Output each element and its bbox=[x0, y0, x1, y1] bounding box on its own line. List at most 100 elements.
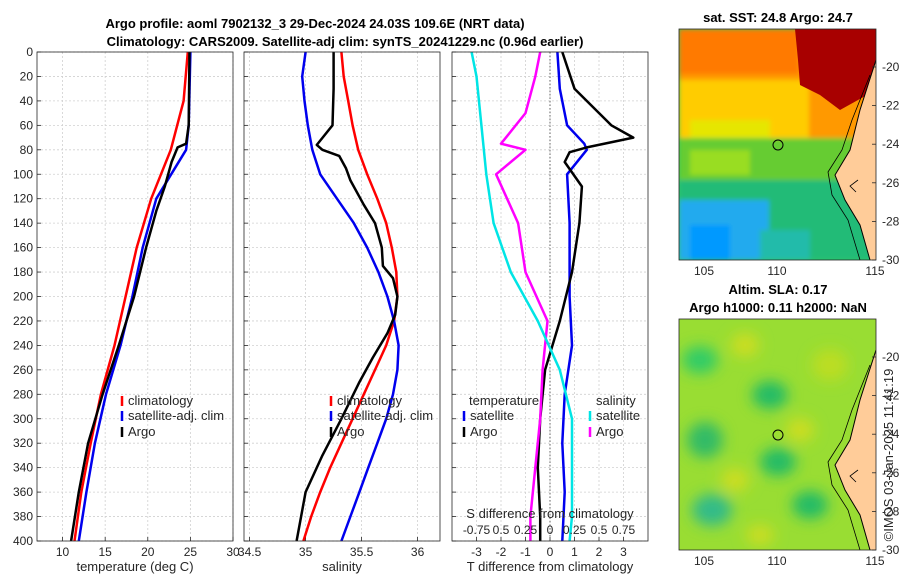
legend-s-satellite-label: satellite bbox=[596, 408, 640, 423]
legend-satellite-label: satellite-adj. clim bbox=[128, 408, 224, 423]
x-tick-label: 0 bbox=[547, 545, 554, 559]
title-line-1: Argo profile: aoml 7902132_3 29-Dec-2024… bbox=[105, 16, 524, 31]
map-lon-label: 115 bbox=[865, 554, 884, 568]
depth-tick-label: 0 bbox=[26, 45, 33, 59]
map-lat-label: -20 bbox=[882, 350, 900, 364]
legend-argo-label: Argo bbox=[128, 424, 155, 439]
legend-t-argo-label: Argo bbox=[470, 424, 497, 439]
difference-lines bbox=[470, 52, 635, 541]
map-lat-label: -22 bbox=[882, 99, 900, 113]
depth-tick-label: 80 bbox=[20, 143, 34, 157]
temperature-x-ticks: 10 15 20 25 30 bbox=[56, 545, 240, 559]
s-difference-label: S difference from climatology bbox=[466, 506, 634, 521]
title-line-2: Climatology: CARS2009. Satellite-adj cli… bbox=[107, 34, 584, 49]
s-tick-label: 0.5 bbox=[493, 523, 510, 537]
temperature-panel: 0 20 40 60 80 100 120 140 160 180 200 220 240 260 280 3… bbox=[13, 45, 240, 574]
difference-axes-box bbox=[451, 51, 649, 542]
sla-map: Altim. SLA: 0.17 Argo h1000: 0.11 h2000:… bbox=[678, 282, 900, 568]
temperature-grid bbox=[37, 51, 234, 542]
x-tick-label: -1 bbox=[520, 545, 531, 559]
difference-legend: temperature satellite Argo salinity sate… bbox=[462, 393, 640, 439]
map-lon-label: 105 bbox=[694, 554, 714, 568]
x-tick-label: 20 bbox=[141, 545, 155, 559]
x-tick-label: -2 bbox=[496, 545, 507, 559]
series-s-argo-clim bbox=[494, 52, 549, 541]
depth-tick-label: 320 bbox=[13, 436, 33, 450]
map-lon-label: 105 bbox=[694, 264, 714, 278]
depth-tick-label: 340 bbox=[13, 461, 33, 475]
legend-temperature-heading: temperature bbox=[469, 393, 539, 408]
map-lon-label: 110 bbox=[767, 554, 786, 568]
temperature-axes-box bbox=[36, 51, 234, 542]
x-tick-label: 2 bbox=[596, 545, 603, 559]
sst-map-title: sat. SST: 24.8 Argo: 24.7 bbox=[703, 10, 853, 25]
legend-t-satellite-label: satellite bbox=[470, 408, 514, 423]
salinity-grid bbox=[244, 51, 440, 542]
depth-tick-label: 140 bbox=[13, 216, 33, 230]
series-satellite-adj-clim bbox=[300, 52, 400, 541]
sst-map-ticks: -20 -22 -24 -26 -28 -30 105 110 115 bbox=[694, 60, 900, 278]
s-tick-label: 0 bbox=[547, 523, 554, 537]
depth-tick-label: 300 bbox=[13, 412, 33, 426]
depth-tick-label: 380 bbox=[13, 510, 33, 524]
temperature-lines bbox=[69, 52, 192, 541]
s-difference-ticks: -0.75 0.5 0.25 0 0.25 0.5 0.75 bbox=[463, 523, 636, 537]
x-tick-label: 25 bbox=[184, 545, 198, 559]
x-tick-label: 15 bbox=[98, 545, 112, 559]
x-tick-label: 34.5 bbox=[238, 545, 262, 559]
depth-tick-label: 220 bbox=[13, 314, 33, 328]
x-tick-label: -3 bbox=[471, 545, 482, 559]
difference-panel: -3 -2 -1 0 1 2 3 T difference from climatology… bbox=[451, 51, 649, 574]
depth-tick-label: 400 bbox=[13, 534, 33, 548]
legend-argo-label: Argo bbox=[337, 424, 364, 439]
legend-climatology-label: climatology bbox=[128, 393, 194, 408]
salinity-axes-box bbox=[243, 51, 441, 542]
sst-map: sat. SST: 24.8 Argo: 24.7 -20- bbox=[678, 10, 900, 278]
map-lat-label: -20 bbox=[882, 60, 900, 74]
map-lat-label: -24 bbox=[882, 137, 900, 151]
legend-salinity-heading: salinity bbox=[596, 393, 636, 408]
salinity-x-ticks: 34.5 35 35.5 36 bbox=[238, 545, 425, 559]
map-lat-label: -30 bbox=[882, 543, 900, 557]
x-tick-label: 35.5 bbox=[350, 545, 374, 559]
x-tick-label: 35 bbox=[299, 545, 313, 559]
map-lat-label: -26 bbox=[882, 466, 900, 480]
s-tick-label: -0.75 bbox=[463, 523, 491, 537]
argo-location-marker bbox=[772, 429, 784, 441]
sla-map-title-1: Altim. SLA: 0.17 bbox=[729, 282, 828, 297]
depth-tick-label: 260 bbox=[13, 363, 33, 377]
depth-tick-label: 280 bbox=[13, 387, 33, 401]
map-lon-label: 115 bbox=[865, 264, 884, 278]
x-tick-label: 3 bbox=[620, 545, 627, 559]
salinity-panel: 34.5 35 35.5 36 salinity climatology satell… bbox=[238, 51, 441, 574]
sla-map-ticks: -20 -22 -24 -26 -28 -30 105 110 115 bbox=[694, 350, 900, 568]
difference-xlabel: T difference from climatology bbox=[467, 559, 634, 574]
legend-s-argo-label: Argo bbox=[596, 424, 623, 439]
series-argo bbox=[69, 52, 191, 541]
depth-tick-label: 20 bbox=[20, 69, 34, 83]
x-tick-label: 36 bbox=[411, 545, 425, 559]
legend-climatology-label: climatology bbox=[337, 393, 403, 408]
difference-x-ticks: -3 -2 -1 0 1 2 3 bbox=[471, 545, 627, 559]
map-lat-label: -24 bbox=[882, 427, 900, 441]
temperature-xlabel: temperature (deg C) bbox=[76, 559, 193, 574]
map-lon-label: 110 bbox=[767, 264, 786, 278]
depth-tick-label: 360 bbox=[13, 485, 33, 499]
depth-tick-label: 200 bbox=[13, 290, 33, 304]
salinity-legend: climatology satellite-adj. clim Argo bbox=[329, 393, 433, 439]
depth-tick-label: 160 bbox=[13, 241, 33, 255]
depth-tick-label: 240 bbox=[13, 338, 33, 352]
salinity-lines bbox=[295, 52, 400, 541]
salinity-xlabel: salinity bbox=[322, 559, 362, 574]
series-t-satellite-clim bbox=[556, 52, 589, 541]
depth-tick-label: 100 bbox=[13, 167, 33, 181]
x-tick-label: 10 bbox=[56, 545, 70, 559]
map-lat-label: -30 bbox=[882, 253, 900, 267]
map-lat-label: -22 bbox=[882, 389, 900, 403]
map-lat-label: -28 bbox=[882, 214, 900, 228]
temperature-legend: climatology satellite-adj. clim Argo bbox=[120, 393, 224, 439]
credit-timestamp: ©IMOS 03-Jan-2025 11:41:19 bbox=[881, 369, 896, 542]
depth-tick-label: 120 bbox=[13, 192, 33, 206]
depth-ticks: 0 20 40 60 80 100 120 140 160 180 200 220 240 260 280 3… bbox=[13, 45, 33, 548]
